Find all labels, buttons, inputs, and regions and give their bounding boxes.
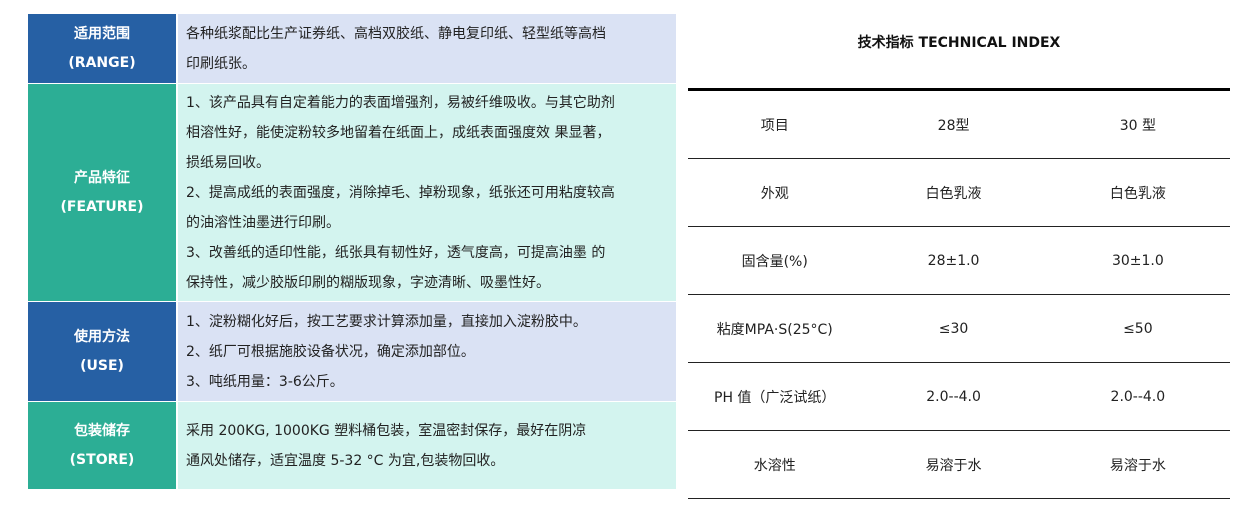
- content-line: 通风处储存，适宜温度 5-32 °C 为宜,包装物回收。: [186, 452, 505, 469]
- row-content: 采用 200KG, 1000KG 塑料桶包装，室温密封保存，最好在阴凉 通风处储存…: [178, 402, 676, 489]
- index-cell: 28型: [861, 89, 1046, 159]
- index-row: 外观 白色乳液 白色乳液: [688, 158, 1230, 227]
- content-line: 采用 200KG, 1000KG 塑料桶包装，室温密封保存，最好在阴凉: [186, 422, 587, 439]
- content-line: 保持性，减少胶版印刷的糊版现象，字迹清晰、吸墨性好。: [186, 274, 550, 291]
- row-content: 1、该产品具有自定着能力的表面增强剂，易被纤维吸收。与其它助剂 相溶性好，能使淀粉…: [178, 84, 676, 301]
- index-cell: 30 型: [1045, 89, 1230, 159]
- index-cell: 固含量(%): [688, 226, 862, 295]
- label-cn: 使用方法: [74, 328, 130, 345]
- technical-index-title: 技术指标 TECHNICAL INDEX: [857, 35, 1061, 51]
- index-cell: 易溶于水: [1045, 430, 1230, 499]
- index-row: PH 值（广泛试纸） 2.0--4.0 2.0--4.0: [688, 362, 1230, 431]
- row-content: 各种纸浆配比生产证券纸、高档双胶纸、静电复印纸、轻型纸等高档 印刷纸张。: [178, 14, 676, 83]
- label-en: (USE): [80, 357, 124, 374]
- index-cell: 白色乳液: [1045, 158, 1230, 227]
- content-line: 3、改善纸的适印性能，纸张具有韧性好，透气度高，可提高油墨 的: [186, 244, 606, 261]
- index-cell: 粘度MPA·S(25°C): [688, 294, 862, 363]
- info-row: 包装储存 (STORE) 采用 200KG, 1000KG 塑料桶包装，室温密封保存…: [28, 402, 676, 490]
- label-en: (RANGE): [68, 54, 136, 71]
- index-cell: 30±1.0: [1045, 226, 1230, 295]
- row-label: 包装储存 (STORE): [28, 402, 178, 489]
- label-en: (STORE): [69, 451, 135, 468]
- content-line: 损纸易回收。: [186, 154, 270, 171]
- content-line: 的油溶性油墨进行印刷。: [186, 214, 340, 231]
- label-cn: 产品特征: [74, 169, 130, 186]
- product-info-table: 适用范围 (RANGE) 各种纸浆配比生产证券纸、高档双胶纸、静电复印纸、轻型纸等高…: [28, 14, 676, 490]
- technical-index: 技术指标 TECHNICAL INDEX 项目 28型 30 型外观 白色乳液 白色乳液…: [688, 0, 1230, 499]
- content-line: 1、淀粉糊化好后，按工艺要求计算添加量，直接加入淀粉胶中。: [186, 313, 587, 330]
- content-line: 印刷纸张。: [186, 55, 256, 72]
- info-row: 使用方法 (USE) 1、淀粉糊化好后，按工艺要求计算添加量，直接加入淀粉胶中。 2、…: [28, 302, 676, 402]
- label-en: (FEATURE): [60, 198, 144, 215]
- index-cell: ≤30: [861, 294, 1046, 363]
- index-cell: 2.0--4.0: [861, 362, 1046, 431]
- index-row: 粘度MPA·S(25°C) ≤30 ≤50: [688, 294, 1230, 363]
- row-label: 产品特征 (FEATURE): [28, 84, 178, 301]
- label-cn: 包装储存: [74, 422, 130, 439]
- row-label: 使用方法 (USE): [28, 302, 178, 401]
- info-row: 适用范围 (RANGE) 各种纸浆配比生产证券纸、高档双胶纸、静电复印纸、轻型纸等高…: [28, 14, 676, 84]
- index-cell: PH 值（广泛试纸）: [688, 362, 862, 431]
- label-cn: 适用范围: [74, 25, 130, 42]
- content-line: 2、纸厂可根据施胶设备状况，确定添加部位。: [186, 343, 475, 360]
- info-row: 产品特征 (FEATURE) 1、该产品具有自定着能力的表面增强剂，易被纤维吸收。与…: [28, 84, 676, 302]
- row-label: 适用范围 (RANGE): [28, 14, 178, 83]
- index-cell: 易溶于水: [861, 430, 1046, 499]
- index-row: 水溶性 易溶于水 易溶于水: [688, 430, 1230, 499]
- index-row: 固含量(%) 28±1.0 30±1.0: [688, 226, 1230, 295]
- content-line: 2、提高成纸的表面强度，消除掉毛、掉粉现象，纸张还可用粘度较高: [186, 184, 615, 201]
- content-line: 3、吨纸用量：3-6公斤。: [186, 373, 344, 390]
- index-cell: 28±1.0: [861, 226, 1046, 295]
- content-line: 各种纸浆配比生产证券纸、高档双胶纸、静电复印纸、轻型纸等高档: [186, 25, 606, 42]
- content-line: 相溶性好，能使淀粉较多地留着在纸面上，成纸表面强度效 果显著，: [186, 124, 611, 141]
- index-cell: 2.0--4.0: [1045, 362, 1230, 431]
- index-cell: 外观: [688, 158, 862, 227]
- index-cell: 项目: [688, 89, 862, 159]
- index-cell: ≤50: [1045, 294, 1230, 363]
- index-row: 项目 28型 30 型: [688, 89, 1230, 159]
- row-content: 1、淀粉糊化好后，按工艺要求计算添加量，直接加入淀粉胶中。 2、纸厂可根据施胶设备…: [178, 302, 676, 401]
- index-cell: 白色乳液: [861, 158, 1046, 227]
- technical-index-table: 项目 28型 30 型外观 白色乳液 白色乳液 固含量(%) 28±1.0 30±1.0 粘度M…: [688, 88, 1230, 499]
- index-cell: 水溶性: [688, 430, 862, 499]
- content-line: 1、该产品具有自定着能力的表面增强剂，易被纤维吸收。与其它助剂: [186, 94, 615, 111]
